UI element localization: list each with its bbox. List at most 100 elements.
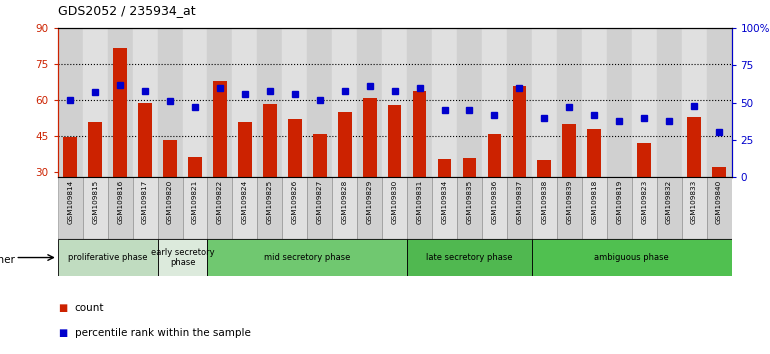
Bar: [487, 134, 501, 244]
Bar: [332, 28, 357, 177]
Bar: [233, 28, 257, 177]
Text: GSM109817: GSM109817: [142, 180, 148, 224]
Bar: [382, 177, 407, 239]
Bar: [357, 177, 382, 239]
Bar: [712, 167, 726, 244]
Bar: [238, 122, 252, 244]
Text: GSM109815: GSM109815: [92, 180, 99, 224]
Bar: [457, 177, 482, 239]
Text: GSM109814: GSM109814: [67, 180, 73, 224]
Bar: [457, 28, 482, 177]
Bar: [631, 177, 657, 239]
Bar: [562, 124, 576, 244]
Bar: [687, 117, 701, 244]
Bar: [482, 177, 507, 239]
Bar: [662, 182, 676, 244]
Text: GSM109830: GSM109830: [392, 180, 397, 224]
Bar: [582, 28, 607, 177]
Bar: [313, 134, 326, 244]
Bar: [482, 28, 507, 177]
Text: GSM109827: GSM109827: [316, 180, 323, 224]
Bar: [182, 28, 207, 177]
Bar: [432, 28, 457, 177]
Bar: [707, 28, 732, 177]
Bar: [139, 103, 152, 244]
Bar: [207, 239, 407, 276]
Bar: [182, 177, 207, 239]
Bar: [432, 177, 457, 239]
Bar: [307, 28, 332, 177]
Bar: [537, 160, 551, 244]
Bar: [507, 177, 532, 239]
Bar: [263, 104, 276, 244]
Bar: [532, 177, 557, 239]
Text: GSM109816: GSM109816: [117, 180, 123, 224]
Bar: [557, 177, 582, 239]
Text: GSM109835: GSM109835: [467, 180, 473, 224]
Bar: [113, 47, 127, 244]
Bar: [557, 28, 582, 177]
Bar: [338, 112, 352, 244]
Text: GSM109833: GSM109833: [691, 180, 697, 224]
Text: mid secretory phase: mid secretory phase: [264, 253, 350, 262]
Text: GSM109823: GSM109823: [641, 180, 647, 224]
Text: percentile rank within the sample: percentile rank within the sample: [75, 328, 250, 338]
Bar: [132, 28, 158, 177]
Bar: [89, 122, 102, 244]
Bar: [363, 98, 377, 244]
Bar: [532, 28, 557, 177]
Bar: [58, 28, 82, 177]
Text: GSM109837: GSM109837: [517, 180, 522, 224]
Text: GSM109820: GSM109820: [167, 180, 173, 224]
Text: GSM109828: GSM109828: [342, 180, 348, 224]
Bar: [532, 239, 732, 276]
Bar: [257, 177, 283, 239]
Bar: [213, 81, 227, 244]
Text: GSM109821: GSM109821: [192, 180, 198, 224]
Bar: [158, 28, 182, 177]
Bar: [158, 239, 207, 276]
Text: late secretory phase: late secretory phase: [427, 253, 513, 262]
Text: GSM109840: GSM109840: [716, 180, 722, 224]
Bar: [82, 177, 108, 239]
Bar: [82, 28, 108, 177]
Text: ■: ■: [58, 328, 67, 338]
Text: GSM109818: GSM109818: [591, 180, 598, 224]
Bar: [463, 158, 477, 244]
Text: other: other: [0, 255, 15, 265]
Bar: [407, 28, 432, 177]
Bar: [657, 28, 681, 177]
Text: early secretory
phase: early secretory phase: [151, 248, 214, 267]
Bar: [332, 177, 357, 239]
Text: GSM109829: GSM109829: [367, 180, 373, 224]
Text: GDS2052 / 235934_at: GDS2052 / 235934_at: [58, 4, 196, 17]
Bar: [288, 119, 302, 244]
Bar: [388, 105, 401, 244]
Bar: [612, 182, 626, 244]
Text: GSM109836: GSM109836: [491, 180, 497, 224]
Text: GSM109825: GSM109825: [267, 180, 273, 224]
Bar: [437, 159, 451, 244]
Text: GSM109819: GSM109819: [616, 180, 622, 224]
Bar: [707, 177, 732, 239]
Bar: [132, 177, 158, 239]
Text: GSM109824: GSM109824: [242, 180, 248, 224]
Bar: [307, 177, 332, 239]
Bar: [188, 156, 202, 244]
Bar: [513, 86, 526, 244]
Text: GSM109838: GSM109838: [541, 180, 547, 224]
Bar: [507, 28, 532, 177]
Bar: [207, 28, 233, 177]
Bar: [58, 177, 82, 239]
Bar: [58, 239, 158, 276]
Bar: [588, 129, 601, 244]
Bar: [382, 28, 407, 177]
Bar: [638, 143, 651, 244]
Bar: [257, 28, 283, 177]
Text: GSM109839: GSM109839: [566, 180, 572, 224]
Text: GSM109834: GSM109834: [441, 180, 447, 224]
Text: ■: ■: [58, 303, 67, 313]
Bar: [357, 28, 382, 177]
Text: ambiguous phase: ambiguous phase: [594, 253, 669, 262]
Bar: [657, 177, 681, 239]
